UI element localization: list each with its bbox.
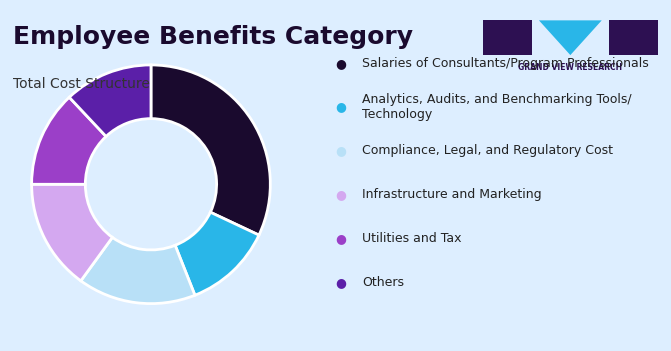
Text: ●: ●: [336, 57, 346, 70]
Wedge shape: [151, 65, 270, 235]
FancyBboxPatch shape: [483, 20, 532, 55]
Text: Analytics, Audits, and Benchmarking Tools/
Technology: Analytics, Audits, and Benchmarking Tool…: [362, 93, 632, 121]
Text: ●: ●: [336, 276, 346, 289]
Text: Others: Others: [362, 276, 405, 289]
Text: Total Cost Structure: Total Cost Structure: [13, 77, 150, 91]
Text: ●: ●: [336, 144, 346, 158]
Text: Utilities and Tax: Utilities and Tax: [362, 232, 462, 245]
Text: Employee Benefits Category: Employee Benefits Category: [13, 25, 413, 48]
Wedge shape: [81, 237, 195, 304]
Text: ●: ●: [336, 188, 346, 201]
Wedge shape: [32, 97, 106, 184]
Wedge shape: [32, 184, 113, 281]
Text: ●: ●: [336, 100, 346, 114]
FancyBboxPatch shape: [609, 20, 658, 55]
Text: GRAND VIEW RESEARCH: GRAND VIEW RESEARCH: [518, 63, 623, 72]
Text: Compliance, Legal, and Regulatory Cost: Compliance, Legal, and Regulatory Cost: [362, 144, 613, 158]
Polygon shape: [539, 20, 602, 55]
Text: Infrastructure and Marketing: Infrastructure and Marketing: [362, 188, 542, 201]
Text: ●: ●: [336, 232, 346, 245]
Wedge shape: [69, 65, 151, 137]
Text: Salaries of Consultants/Program Professionals: Salaries of Consultants/Program Professi…: [362, 57, 649, 70]
Wedge shape: [175, 212, 259, 295]
